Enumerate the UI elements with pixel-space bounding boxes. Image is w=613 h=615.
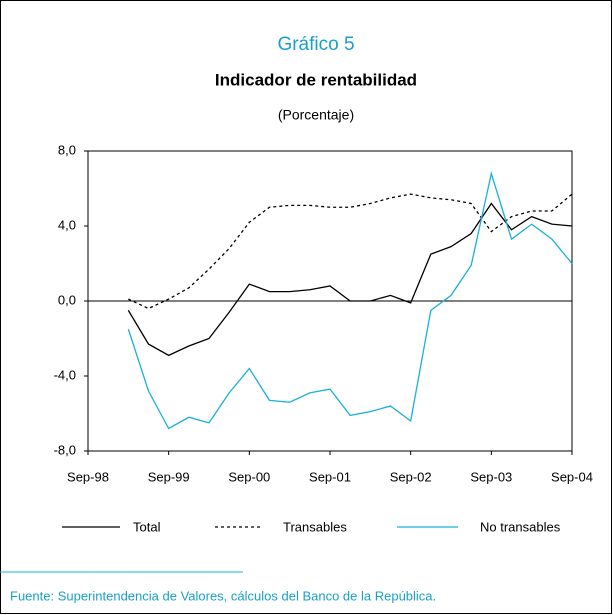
legend-label: Transables [283, 519, 347, 534]
chart-title: Indicador de rentabilidad [215, 70, 417, 89]
y-tick-label: -4,0 [54, 367, 76, 382]
x-tick-label: Sep-04 [551, 469, 593, 484]
x-tick-label: Sep-98 [67, 469, 109, 484]
series-line [127, 202, 573, 357]
x-tick-label: Sep-03 [470, 469, 512, 484]
x-tick-label: Sep-02 [390, 469, 432, 484]
legend-label: Total [133, 519, 161, 534]
x-tick-label: Sep-99 [148, 469, 190, 484]
legend-label: No transables [480, 519, 561, 534]
y-tick-label: 8,0 [58, 142, 76, 157]
y-tick-label: 0,0 [58, 292, 76, 307]
x-tick-label: Sep-01 [309, 469, 351, 484]
x-tick-label: Sep-00 [228, 469, 270, 484]
series-line [127, 170, 573, 430]
y-tick-label: 4,0 [58, 217, 76, 232]
source: Fuente: Superintendencia de Valores, cál… [10, 588, 436, 603]
y-tick-label: -8,0 [54, 442, 76, 457]
chart-subtitle: (Porcentaje) [278, 107, 354, 123]
chart-number: Gráfico 5 [277, 34, 354, 55]
series-line [128, 193, 573, 310]
